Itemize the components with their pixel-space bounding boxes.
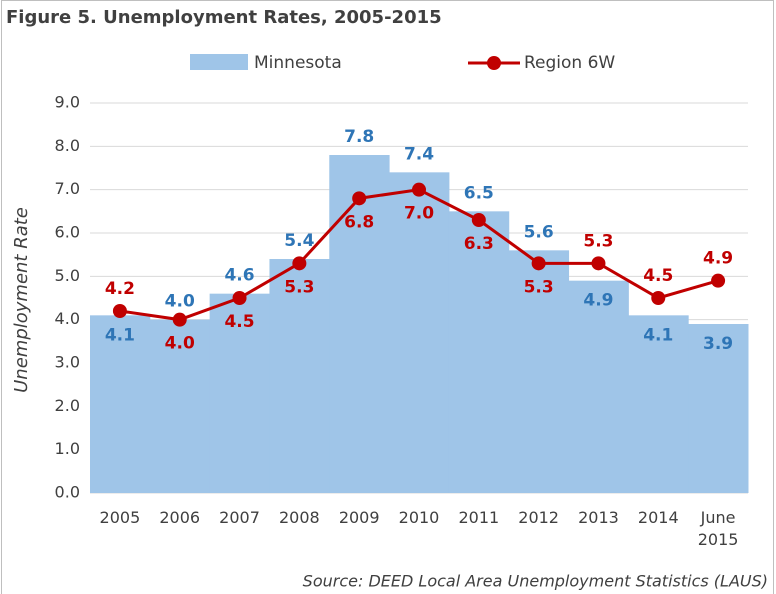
value-label: 4.6 xyxy=(224,266,254,286)
value-label: 6.3 xyxy=(464,234,494,254)
area-step xyxy=(209,293,270,493)
line-marker xyxy=(352,191,367,206)
area-step xyxy=(448,211,510,494)
value-label: 7.8 xyxy=(344,127,374,147)
line-marker xyxy=(292,256,307,271)
value-label: 4.1 xyxy=(105,325,135,345)
x-tick-label: 2012 xyxy=(518,508,559,527)
legend-swatch xyxy=(190,54,248,70)
area-step xyxy=(149,319,211,493)
line-marker xyxy=(591,256,606,271)
value-label: 7.0 xyxy=(404,204,434,224)
y-tick-label: 0.0 xyxy=(55,483,80,502)
legend-label: Region 6W xyxy=(524,53,615,73)
value-label: 4.0 xyxy=(165,334,195,354)
area-step xyxy=(508,250,570,493)
y-axis-label: Unemployment Rate xyxy=(11,207,32,393)
value-label: 4.9 xyxy=(583,291,613,311)
value-label: 3.9 xyxy=(703,334,733,354)
y-tick-label: 2.0 xyxy=(55,396,80,415)
value-label: 4.0 xyxy=(165,292,195,312)
value-label: 6.8 xyxy=(344,212,374,232)
x-tick-label: June 2015 xyxy=(697,508,739,549)
area-step xyxy=(568,280,629,493)
legend-label: Minnesota xyxy=(254,53,342,73)
y-tick-label: 1.0 xyxy=(55,439,80,458)
line-marker xyxy=(112,304,127,318)
value-label: 5.4 xyxy=(284,231,314,251)
x-tick-label: 2006 xyxy=(159,508,201,527)
value-label: 4.2 xyxy=(105,279,135,299)
area-step xyxy=(90,315,151,493)
y-tick-label: 6.0 xyxy=(55,223,80,242)
value-label: 6.5 xyxy=(464,183,494,203)
value-label: 5.3 xyxy=(284,277,314,297)
x-tick-label: 2011 xyxy=(458,508,500,527)
value-label: 4.5 xyxy=(224,312,254,332)
source: Source: DEED Local Area Unemployment Sta… xyxy=(303,572,768,591)
line-marker xyxy=(531,256,546,271)
value-label: 4.5 xyxy=(643,266,673,286)
area-step xyxy=(269,259,330,493)
line-marker xyxy=(172,312,187,327)
x-tick-label: 2005 xyxy=(99,508,141,527)
line-marker xyxy=(651,291,666,305)
area-step xyxy=(329,155,390,493)
y-tick-label: 4.0 xyxy=(55,309,80,328)
x-tick-label: 2013 xyxy=(578,508,619,527)
x-tick-label: 2010 xyxy=(398,508,440,527)
value-label: 5.3 xyxy=(524,277,554,297)
y-tick-label: 7.0 xyxy=(55,179,80,198)
value-label: 4.9 xyxy=(703,249,733,269)
legend-swatch xyxy=(487,56,501,70)
area-step xyxy=(688,324,749,493)
y-tick-label: 3.0 xyxy=(55,353,80,372)
value-label: 7.4 xyxy=(404,144,434,164)
value-label: 4.1 xyxy=(643,325,673,345)
x-tick-label: 2007 xyxy=(219,508,260,527)
area-step xyxy=(628,315,689,493)
line-marker xyxy=(471,213,486,227)
y-tick-label: 9.0 xyxy=(55,93,80,112)
x-tick-label: 2009 xyxy=(338,508,380,527)
chart-title: Figure 5. Unemployment Rates, 2005-2015 xyxy=(6,7,442,28)
x-tick-label: 2008 xyxy=(279,508,320,527)
y-tick-label: 5.0 xyxy=(55,266,80,285)
area-step xyxy=(389,172,450,494)
line-marker xyxy=(412,182,426,197)
x-tick-label: 2014 xyxy=(637,508,679,527)
line-marker xyxy=(711,273,726,288)
value-label: 5.6 xyxy=(524,222,554,242)
line-marker xyxy=(232,291,247,305)
value-label: 5.3 xyxy=(583,231,613,251)
y-tick-label: 8.0 xyxy=(55,136,80,155)
